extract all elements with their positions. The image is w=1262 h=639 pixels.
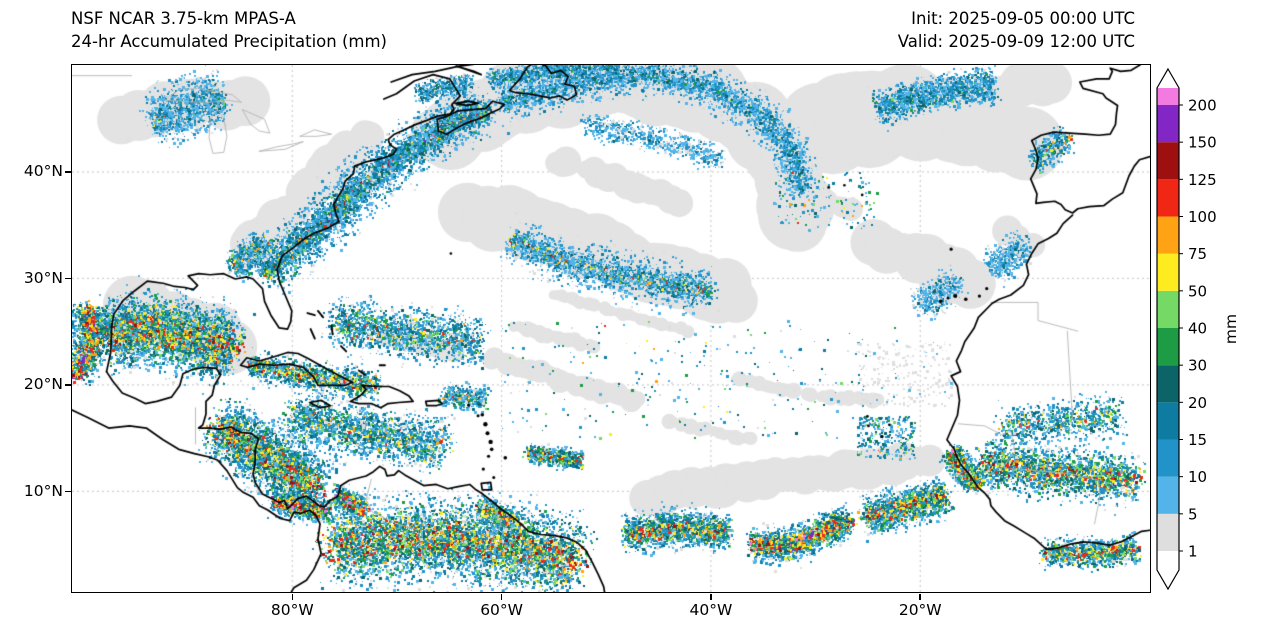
- colorbar-tick-label: 50: [1188, 282, 1207, 300]
- colorbar-tick-label: 15: [1188, 431, 1207, 449]
- init-time: Init: 2025-09-05 00:00 UTC: [911, 9, 1135, 28]
- colorbar-tick-label: 100: [1188, 208, 1217, 226]
- colorbar-lower-arrow: [1157, 570, 1179, 589]
- product-title: 24-hr Accumulated Precipitation (mm): [71, 32, 387, 51]
- colorbar-tick-label: 20: [1188, 394, 1207, 412]
- x-tick-label: 40°W: [689, 601, 733, 619]
- y-tick-label: 30°N: [23, 268, 63, 287]
- y-tick-label: 40°N: [23, 162, 63, 181]
- x-axis-tick: [710, 594, 712, 600]
- colorbar-tick-label: 30: [1188, 357, 1207, 375]
- colorbar-segment: [1157, 439, 1179, 477]
- valid-time: Valid: 2025-09-09 12:00 UTC: [897, 32, 1135, 51]
- precip-map-canvas: [72, 65, 1150, 592]
- x-axis-tick: [291, 594, 294, 600]
- x-axis-tick: [919, 594, 921, 600]
- y-axis-tick: [65, 171, 71, 173]
- y-axis-tick: [65, 384, 71, 386]
- colorbar-tick-label: 1: [1188, 543, 1198, 561]
- colorbar-segment: [1157, 551, 1179, 570]
- colorbar-segment: [1157, 402, 1179, 440]
- colorbar-units-label: mm: [1222, 314, 1240, 344]
- colorbar-upper-arrow: [1157, 69, 1179, 88]
- colorbar-segment: [1157, 328, 1179, 366]
- x-axis-tick: [500, 594, 503, 600]
- colorbar-outline: [1156, 67, 1180, 591]
- colorbar-segment: [1157, 105, 1179, 143]
- y-axis-tick: [65, 490, 71, 493]
- x-tick-label: 60°W: [480, 601, 523, 619]
- colorbar-segment: [1157, 216, 1179, 254]
- colorbar-tick-label: 150: [1188, 134, 1217, 152]
- colorbar-segment: [1157, 513, 1179, 551]
- y-tick-label: 20°N: [23, 375, 63, 394]
- map-frame: [71, 64, 1151, 593]
- colorbar-segment: [1157, 253, 1179, 291]
- colorbar-segment: [1157, 142, 1179, 180]
- colorbar-tick-label: 125: [1188, 171, 1217, 189]
- colorbar-tick-label: 40: [1188, 320, 1207, 338]
- colorbar-tick-label: 5: [1188, 505, 1198, 523]
- colorbar-segment: [1157, 88, 1179, 105]
- colorbar-segment: [1157, 290, 1179, 328]
- colorbar-segment: [1157, 179, 1179, 217]
- y-tick-label: 10°N: [23, 481, 63, 500]
- colorbar-tick-label: 75: [1188, 245, 1207, 263]
- colorbar-tick-label: 10: [1188, 468, 1207, 486]
- x-tick-label: 20°W: [898, 601, 942, 619]
- y-axis-tick: [65, 277, 71, 280]
- model-title: NSF NCAR 3.75-km MPAS-A: [71, 9, 296, 28]
- time-block: Init: 2025-09-05 00:00 UTC Valid: 2025-0…: [898, 7, 1135, 53]
- x-tick-label: 80°W: [270, 601, 314, 619]
- colorbar-tick-label: 200: [1188, 97, 1217, 115]
- colorbar-segment: [1157, 365, 1179, 403]
- colorbar-segment: [1157, 476, 1179, 514]
- title-block: NSF NCAR 3.75-km MPAS-A 24-hr Accumulate…: [71, 7, 387, 53]
